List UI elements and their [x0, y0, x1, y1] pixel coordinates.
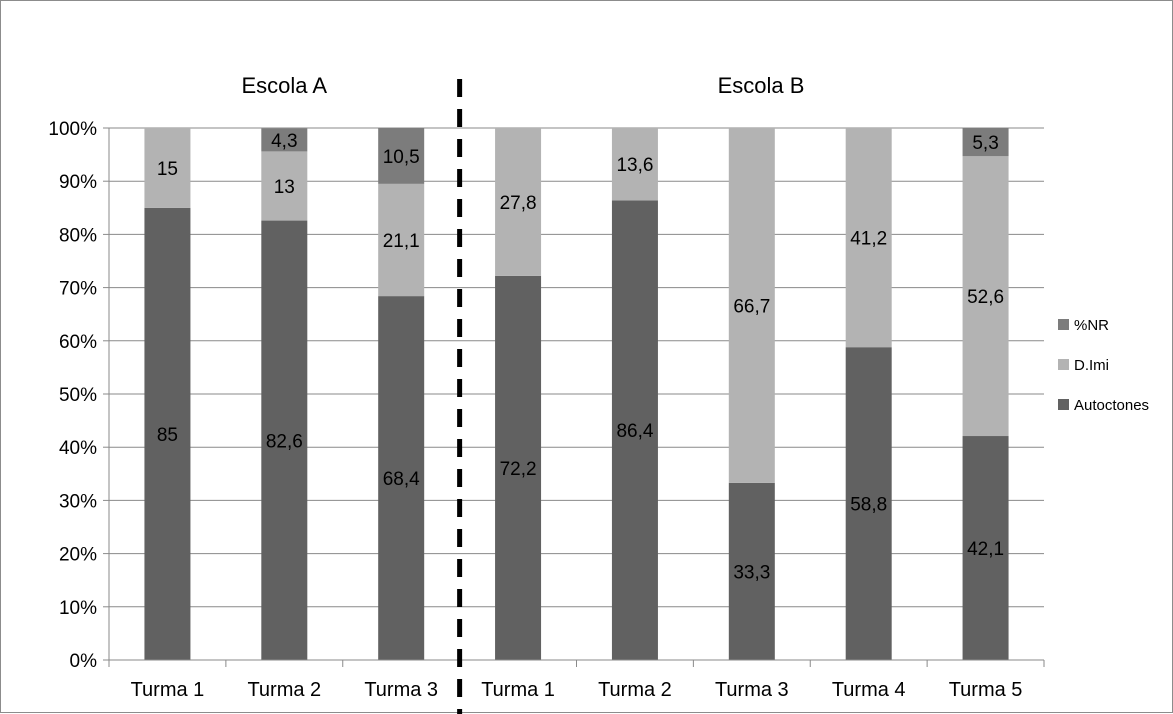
bar-segment-dimi	[495, 128, 542, 276]
legend-swatch	[1058, 359, 1069, 370]
data-label: 66,7	[733, 296, 770, 317]
bar-segment-autoctones	[261, 220, 308, 660]
bar-segment-autoctones	[144, 207, 191, 661]
legend-swatch	[1058, 399, 1069, 410]
bar-segment-nr	[378, 128, 425, 184]
data-label: 86,4	[616, 421, 653, 442]
bar-segment-dimi	[962, 156, 1009, 437]
bar-segment-autoctones	[728, 482, 775, 660]
data-labels: 85 15 82,6 13 4,3 68,4 21,1 10,5 72,2 27,8 86,4 13,…	[157, 131, 1004, 583]
bar-segment-dimi	[378, 183, 425, 297]
data-label: 10,5	[383, 147, 420, 168]
x-category-label: Turma 5	[949, 679, 1023, 701]
legend-label: %NR	[1074, 317, 1109, 334]
legend-label: Autoctones	[1074, 397, 1149, 414]
y-tick-label: 10%	[59, 598, 97, 619]
x-category-label: Turma 3	[364, 679, 438, 701]
y-tick-label: 40%	[59, 438, 97, 459]
data-label: 15	[157, 159, 178, 180]
data-label: 27,8	[500, 193, 537, 214]
data-label: 85	[157, 425, 178, 446]
bar-segment-dimi	[261, 151, 308, 221]
bar-segment-autoctones	[378, 296, 425, 660]
x-category-label: Turma 4	[832, 679, 906, 701]
data-label: 82,6	[266, 431, 303, 452]
data-label: 72,2	[500, 459, 537, 480]
data-label: 5,3	[972, 133, 998, 154]
bar-segment-dimi	[845, 128, 892, 348]
bar-segment-nr	[962, 128, 1009, 157]
y-tick-label: 0%	[70, 651, 98, 672]
y-tick-label: 90%	[59, 172, 97, 193]
bar-segment-dimi	[611, 128, 658, 201]
data-label: 4,3	[271, 131, 297, 152]
y-tick-label: 20%	[59, 545, 97, 566]
x-category-label: Turma 1	[481, 679, 555, 701]
legend: %NR D.Imi Autoctones	[1058, 317, 1149, 414]
x-category-label: Turma 2	[247, 679, 321, 701]
data-label: 13	[274, 177, 295, 198]
bar-segment-autoctones	[845, 347, 892, 660]
bar-segment-autoctones	[495, 275, 542, 660]
data-label: 13,6	[616, 155, 653, 176]
x-category-label: Turma 1	[131, 679, 205, 701]
x-category-label: Turma 2	[598, 679, 672, 701]
y-tick-label: 100%	[48, 119, 97, 140]
bar-segment-nr	[261, 128, 308, 152]
data-label: 42,1	[967, 539, 1004, 560]
y-tick-label: 50%	[59, 385, 97, 406]
bar-segment-autoctones	[962, 436, 1009, 660]
y-tick-label: 70%	[59, 279, 97, 300]
legend-label: D.Imi	[1074, 357, 1109, 374]
gridlines	[109, 127, 1044, 608]
y-tick-label: 80%	[59, 225, 97, 246]
y-tick-label: 30%	[59, 491, 97, 512]
bars	[144, 128, 1009, 661]
bar-segment-dimi	[144, 128, 191, 208]
group-title: Escola A	[242, 73, 328, 98]
y-tick-label: 60%	[59, 332, 97, 353]
data-label: 52,6	[967, 287, 1004, 308]
axes: 0% 10% 20% 30% 40% 50% 60% 70% 80% 90% 100% Turma 1…	[48, 73, 1045, 714]
data-label: 33,3	[733, 562, 770, 583]
x-category-label: Turma 3	[715, 679, 789, 701]
bar-segment-dimi	[728, 128, 775, 483]
data-label: 41,2	[850, 229, 887, 250]
bar-segment-autoctones	[611, 200, 658, 661]
data-label: 58,8	[850, 495, 887, 516]
group-title: Escola B	[718, 73, 805, 98]
data-label: 68,4	[383, 469, 420, 490]
legend-swatch	[1058, 319, 1069, 330]
data-label: 21,1	[383, 231, 420, 252]
